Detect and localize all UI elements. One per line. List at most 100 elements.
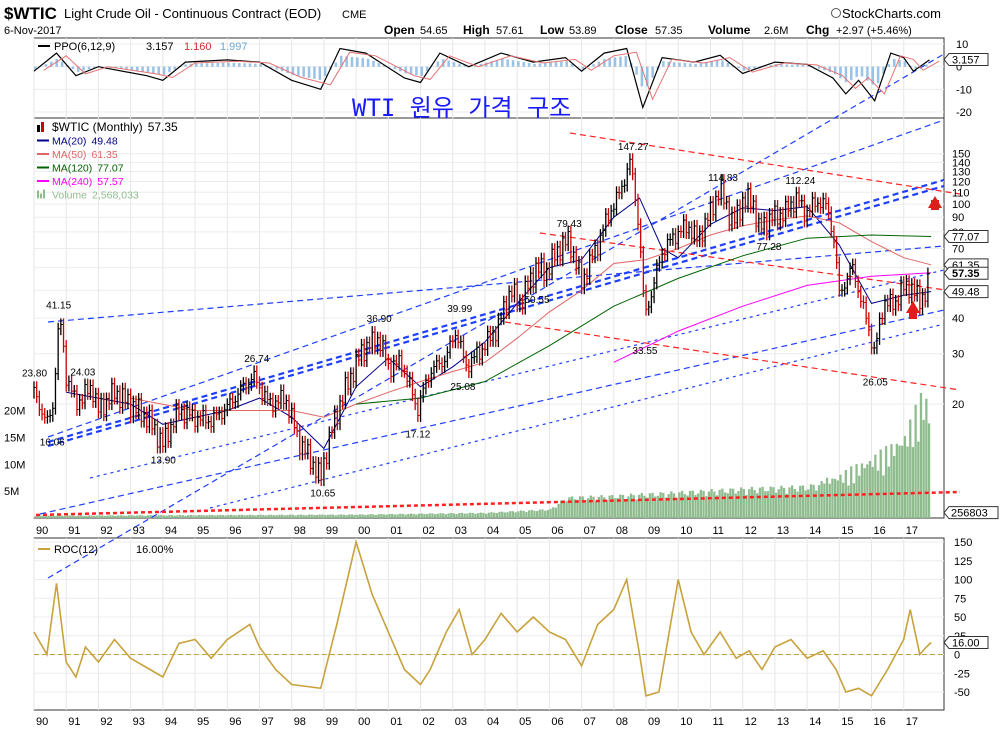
volume-bar: [707, 491, 711, 518]
volume-bar: [592, 496, 595, 518]
volume-bar: [541, 509, 544, 518]
volume-bar: [476, 513, 480, 518]
ppo-histogram-bar: [238, 63, 241, 67]
volume-bar: [901, 445, 904, 518]
volume-bar: [670, 491, 673, 518]
volume-bar: [393, 514, 397, 518]
volume-bar: [600, 495, 603, 518]
x-tick-label: 96: [229, 716, 241, 728]
ppo-histogram-bar: [517, 61, 520, 67]
x-tick-label: 97: [261, 716, 273, 728]
ppo-histogram-bar: [323, 66, 327, 77]
volume-bar: [790, 485, 794, 518]
ppo-histogram-bar: [828, 66, 832, 73]
volume-bar: [68, 515, 72, 518]
value-flag: [943, 230, 989, 244]
volume-bar: [573, 499, 576, 518]
volume-bar: [168, 515, 171, 518]
ppo-histogram-bar: [866, 66, 869, 81]
volume-bar: [350, 514, 354, 518]
volume-bar: [173, 515, 176, 518]
volume-bar: [656, 495, 660, 518]
volume-bar: [95, 515, 99, 518]
volume-bar: [302, 514, 305, 518]
volume-bar: [401, 513, 405, 518]
volume-bar: [420, 513, 423, 518]
ppo-histogram-bar: [211, 63, 214, 67]
x-tick-label: 00: [358, 716, 370, 728]
ppo-histogram-bar: [619, 56, 622, 67]
volume-bar: [85, 515, 88, 518]
volume-bar: [114, 515, 117, 518]
price-annotation: 24.03: [70, 367, 95, 378]
volume-bar: [777, 489, 780, 518]
roc-y-tick-label: 150: [954, 537, 972, 549]
price-annotation: 39.99: [447, 304, 472, 315]
price-y-tick-label: 120: [952, 176, 970, 188]
volume-bar: [552, 507, 555, 518]
x-tick-label: 10: [680, 525, 692, 537]
volume-bar: [289, 514, 292, 518]
ppo-histogram-bar: [479, 63, 483, 67]
volume-bar: [686, 495, 689, 518]
volume-bar: [506, 512, 509, 518]
volume-bar: [47, 515, 50, 518]
volume-bar: [141, 515, 144, 518]
x-tick-label: 99: [326, 716, 338, 728]
x-tick-label: 06: [551, 525, 563, 537]
price-annotation: 33.55: [632, 346, 657, 357]
ppo-histogram-bar: [490, 61, 493, 67]
volume-bar: [184, 515, 187, 518]
volume-bar: [554, 507, 558, 518]
volume-bar: [646, 497, 649, 518]
volume-bar: [710, 489, 713, 518]
volume-bar: [272, 515, 276, 518]
volume-bar: [788, 487, 791, 518]
x-tick-label: 10: [680, 716, 692, 728]
ppo-histogram-bar: [275, 66, 279, 70]
ppo-histogram-bar: [903, 61, 907, 67]
value-flag: [943, 266, 989, 280]
volume-bar: [895, 443, 898, 518]
ppo-histogram-bar: [898, 60, 901, 67]
value-flag-label: 57.35: [952, 268, 980, 280]
volume-bar: [76, 515, 80, 518]
x-tick-label: 08: [616, 716, 628, 728]
ppo-histogram-bar: [157, 66, 160, 74]
x-tick-label: 02: [423, 525, 435, 537]
volume-bar: [804, 490, 807, 518]
volume-bar: [232, 515, 235, 518]
volume-bar: [200, 514, 203, 518]
volume-bar: [243, 515, 246, 518]
ppo-histogram-bar: [173, 66, 177, 70]
volume-bar: [117, 515, 120, 518]
volume-bar: [248, 514, 252, 518]
ppo-histogram-bar: [839, 66, 842, 79]
ppo-histogram-bar: [388, 66, 391, 68]
ppo-histogram-bar: [436, 61, 440, 67]
price-y-tick-label: 70: [952, 243, 964, 255]
x-tick-label: 90: [36, 525, 48, 537]
x-tick-label: 17: [906, 525, 918, 537]
legend-ma50-value: 61.35: [91, 149, 117, 161]
x-tick-label: 97: [261, 525, 273, 537]
volume-bar: [36, 515, 39, 518]
volume-bar: [868, 461, 872, 518]
volume-bar: [162, 515, 166, 518]
volume-bar: [774, 492, 778, 518]
volume-bar: [348, 514, 351, 518]
roc-panel: [33, 537, 945, 711]
price-annotation: 114.83: [708, 173, 738, 184]
x-tick-label: 12: [745, 716, 757, 728]
volume-bar: [807, 489, 810, 518]
volume-bar: [229, 514, 233, 518]
volume-bar: [372, 514, 375, 518]
volume-bar: [192, 515, 195, 518]
volume-bar: [616, 498, 619, 518]
volume-bar: [860, 463, 864, 518]
price-annotation: 77.28: [756, 242, 781, 253]
volume-bar: [460, 512, 464, 518]
ppo-histogram-bar: [447, 60, 450, 67]
volume-bar: [407, 513, 410, 518]
